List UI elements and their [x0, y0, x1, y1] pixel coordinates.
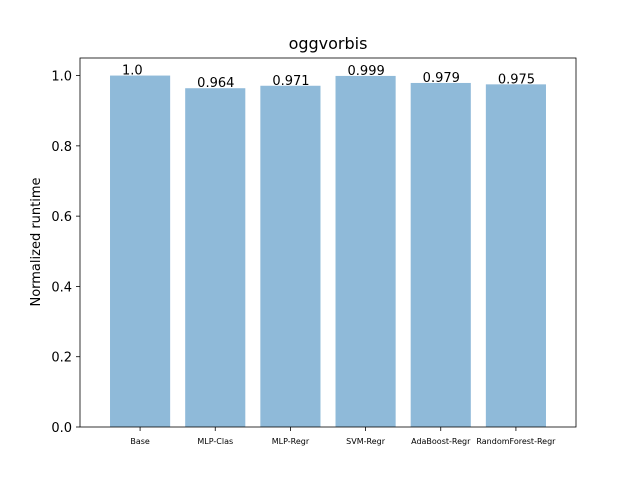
- bar-mlp-clas: [185, 88, 246, 428]
- x-tick-label: MLP-Clas: [197, 437, 233, 446]
- y-tick-label: 0.6: [51, 210, 72, 225]
- y-tick-label: 1.0: [51, 70, 72, 85]
- bars-layer: [110, 75, 546, 428]
- data-label: 0.979: [423, 71, 460, 86]
- x-tick-label: Base: [130, 437, 150, 446]
- plot-frame: [79, 57, 577, 428]
- data-labels-layer: 1.0 0.964 0.971 0.999 0.979 0.975: [122, 64, 535, 92]
- y-tick-label: 0.4: [51, 280, 72, 295]
- bar-mlp-regr: [260, 85, 321, 428]
- x-tick-label: RandomForest-Regr: [476, 437, 556, 446]
- data-label: 0.964: [197, 76, 234, 91]
- chart-title: oggvorbis: [289, 34, 368, 53]
- y-tick-label: 0.2: [51, 351, 72, 366]
- x-tick-label: SVM-Regr: [346, 437, 386, 446]
- axes-layer: Base MLP-Clas MLP-Regr SVM-Regr AdaBoost-Reg…: [51, 57, 577, 446]
- bar-svm-regr: [335, 75, 396, 428]
- bar-adaboost-regr: [410, 82, 471, 428]
- bar-base: [110, 75, 171, 428]
- data-label: 0.975: [498, 72, 535, 87]
- y-axis-label: Normalized runtime: [29, 177, 44, 306]
- y-tick-label: 0.8: [51, 140, 72, 155]
- data-label: 0.971: [272, 74, 309, 89]
- data-label: 0.999: [348, 64, 385, 79]
- x-tick-label: MLP-Regr: [272, 437, 310, 446]
- x-tick-label: AdaBoost-Regr: [411, 437, 471, 446]
- data-label: 1.0: [122, 64, 143, 79]
- y-tick-label: 0.0: [51, 421, 72, 436]
- bar-randomforest-regr: [485, 84, 546, 427]
